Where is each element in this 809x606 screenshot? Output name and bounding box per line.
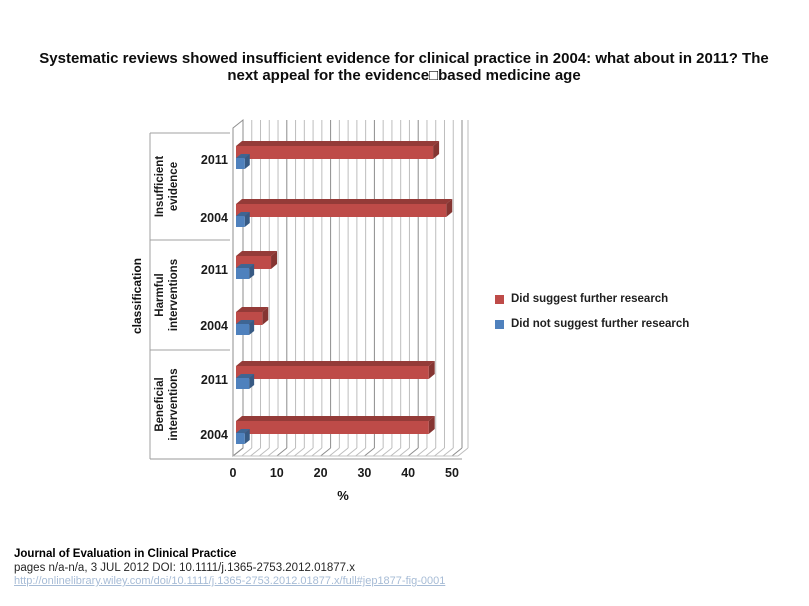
legend: Did suggest further research Did not sug… [495, 293, 689, 330]
floor-hatch [372, 447, 384, 457]
floor-hatch [329, 447, 340, 457]
floor-hatch [434, 447, 445, 457]
bar-did-not-suggest-insufficient-evidence-2011-end [244, 154, 250, 169]
floor-hatch [294, 447, 305, 457]
legend-swatch-blue [495, 319, 504, 329]
group-label: Beneficial [154, 377, 166, 431]
bar-did-suggest-beneficial-interventions-2004-top [236, 416, 435, 421]
floor-hatch [425, 447, 437, 457]
y-axis-title: classification [130, 258, 144, 334]
floor-hatch [346, 447, 358, 457]
floor-hatch [285, 447, 296, 457]
bar-did-not-suggest-harmful-interventions-2011 [236, 268, 250, 279]
bar-did-suggest-beneficial-interventions-2011-top [236, 361, 435, 366]
footer: Journal of Evaluation in Clinical Practi… [14, 548, 445, 589]
bar-did-not-suggest-beneficial-interventions-2011-end [249, 374, 255, 389]
x-tick-label: 10 [270, 466, 284, 480]
group-label: Harmful [154, 273, 166, 316]
group-label: Insufficient [154, 156, 166, 218]
bar-did-not-suggest-harmful-interventions-2004-top [236, 320, 255, 324]
bar-did-not-suggest-beneficial-interventions-2011-top [236, 374, 255, 378]
floor-hatch [232, 447, 244, 457]
legend-label: Did not suggest further research [511, 318, 690, 330]
bar-did-not-suggest-insufficient-evidence-2011-top [236, 154, 250, 158]
bar-did-suggest-beneficial-interventions-2004 [236, 421, 429, 434]
bar-did-suggest-harmful-interventions-2004-end [262, 307, 269, 325]
bar-did-not-suggest-harmful-interventions-2004 [236, 324, 250, 335]
bar-did-suggest-insufficient-evidence-2011-end [433, 141, 440, 159]
x-tick-label: 50 [445, 466, 459, 480]
category-year-label: 2004 [200, 211, 228, 225]
bar-did-not-suggest-harmful-interventions-2011-end [249, 264, 255, 279]
figure-link[interactable]: http://onlinelibrary.wiley.com/doi/10.11… [14, 575, 446, 587]
bar-did-suggest-insufficient-evidence-2004-top [236, 199, 453, 204]
bar-did-suggest-insufficient-evidence-2004-end [446, 199, 453, 217]
bar-did-not-suggest-insufficient-evidence-2004 [236, 216, 245, 227]
floor-hatch [302, 447, 314, 457]
bar-did-suggest-harmful-interventions-2011-top [236, 251, 278, 256]
floor-hatch [320, 447, 331, 457]
journal-name: Journal of Evaluation in Clinical Practi… [14, 548, 237, 560]
floor-hatch [399, 447, 410, 457]
floor-hatch [250, 447, 261, 457]
bar-did-suggest-insufficient-evidence-2004 [236, 204, 447, 217]
bar-did-not-suggest-insufficient-evidence-2011 [236, 158, 245, 169]
floor-hatch [407, 447, 419, 457]
plot-left-wall [232, 118, 244, 458]
x-axis-title: % [337, 488, 349, 503]
floor-hatch [267, 447, 279, 457]
x-tick-label: 0 [230, 466, 237, 480]
category-year-label: 2011 [201, 153, 228, 167]
bar-did-not-suggest-harmful-interventions-2004-end [249, 320, 255, 335]
legend-item-did-suggest: Did suggest further research [495, 293, 689, 305]
bar-did-suggest-beneficial-interventions-2011 [236, 366, 429, 379]
bar-did-suggest-beneficial-interventions-2004-end [428, 416, 435, 434]
bar-did-suggest-insufficient-evidence-2011 [236, 146, 434, 159]
floor-hatch [311, 447, 323, 457]
category-year-label: 2011 [201, 373, 228, 387]
bar-did-suggest-harmful-interventions-2011-end [271, 251, 278, 269]
floor-hatch [442, 447, 454, 457]
legend-item-did-not-suggest: Did not suggest further research [495, 318, 689, 330]
floor-hatch [381, 447, 393, 457]
floor-hatch [364, 447, 375, 457]
bar-did-not-suggest-beneficial-interventions-2004-end [244, 429, 250, 444]
floor-hatch [355, 447, 366, 457]
bar-did-suggest-insufficient-evidence-2011-top [236, 141, 440, 146]
bar-did-not-suggest-beneficial-interventions-2011 [236, 378, 250, 389]
floor-hatch [457, 447, 469, 457]
category-year-label: 2004 [200, 319, 228, 333]
x-tick-label: 20 [314, 466, 328, 480]
floor-hatch [416, 447, 428, 457]
bar-did-not-suggest-beneficial-interventions-2004-top [236, 429, 250, 433]
floor-hatch [451, 447, 463, 457]
category-year-label: 2004 [200, 428, 228, 442]
bar-did-suggest-beneficial-interventions-2011-end [428, 361, 435, 379]
x-tick-label: 40 [401, 466, 415, 480]
citation-line: pages n/a-n/a, 3 JUL 2012 DOI: 10.1111/j… [14, 561, 355, 574]
category-year-label: 2011 [201, 263, 228, 277]
legend-label: Did suggest further research [511, 293, 669, 305]
legend-swatch-red [495, 294, 504, 304]
floor-hatch [337, 447, 349, 457]
group-label: interventions [168, 368, 180, 440]
group-label: evidence [168, 162, 180, 211]
floor-hatch [258, 447, 270, 457]
chart-title: Systematic reviews showed insufficient e… [39, 50, 769, 84]
floor-hatch [390, 447, 401, 457]
floor-hatch [241, 447, 253, 457]
bar-did-not-suggest-insufficient-evidence-2004-top [236, 212, 250, 216]
x-tick-label: 30 [357, 466, 371, 480]
floor-hatch [276, 447, 288, 457]
bar-did-not-suggest-harmful-interventions-2011-top [236, 264, 255, 268]
group-label: interventions [168, 259, 180, 331]
bar-did-suggest-harmful-interventions-2004-top [236, 307, 269, 312]
bar-did-not-suggest-insufficient-evidence-2004-end [244, 212, 250, 227]
bar-did-not-suggest-beneficial-interventions-2004 [236, 433, 245, 444]
